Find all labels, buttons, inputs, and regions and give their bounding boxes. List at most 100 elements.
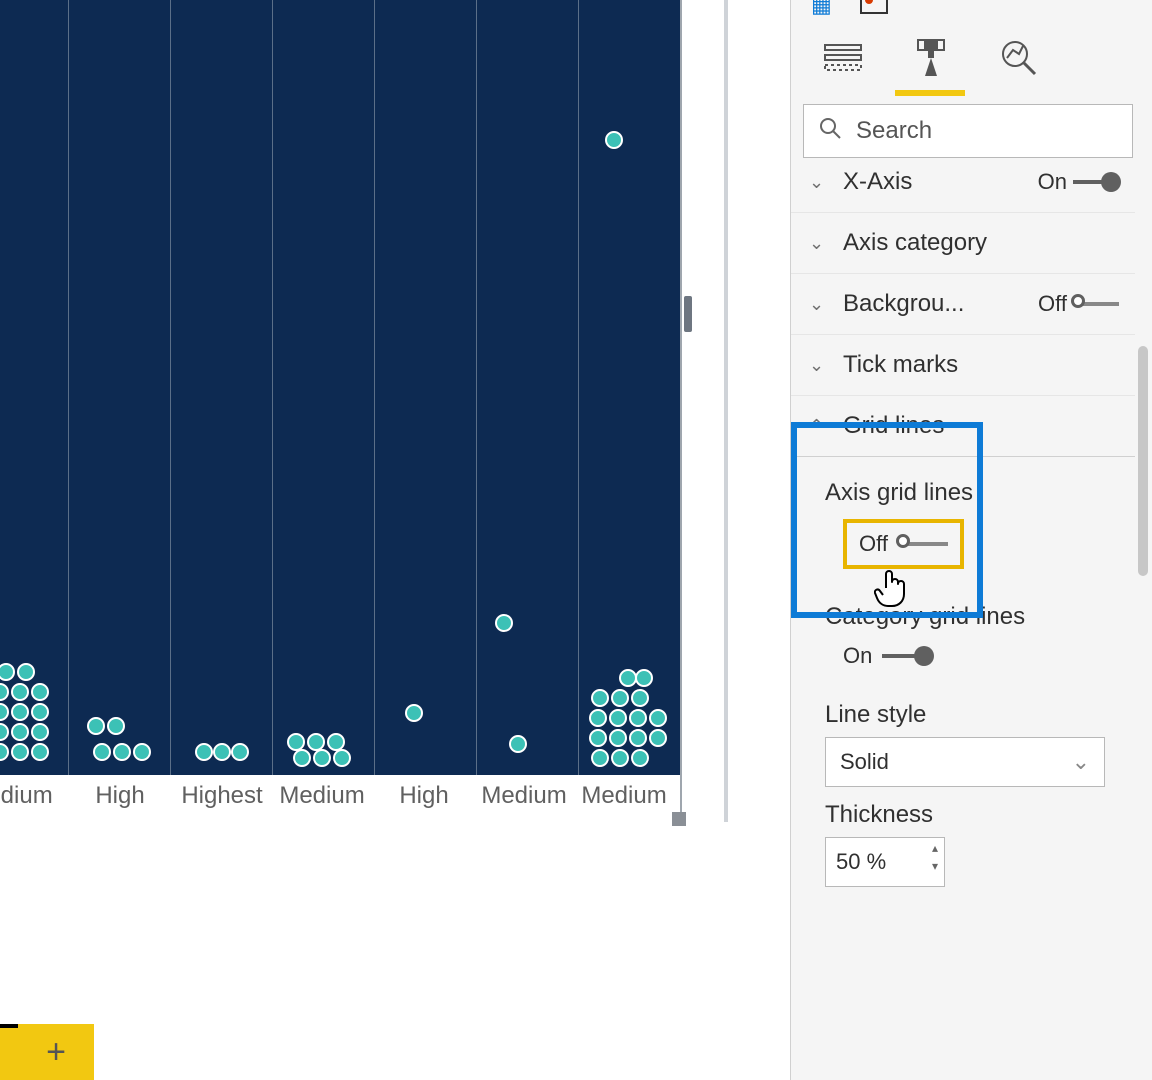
active-page-tab-edge[interactable] bbox=[0, 1024, 18, 1080]
x-axis-category-label: Medium bbox=[581, 782, 666, 810]
data-point[interactable] bbox=[631, 689, 649, 707]
data-point[interactable] bbox=[591, 689, 609, 707]
visual-pane-tabs bbox=[821, 36, 1041, 80]
data-point[interactable] bbox=[133, 743, 151, 761]
data-point[interactable] bbox=[629, 709, 647, 727]
data-point[interactable] bbox=[107, 717, 125, 735]
data-point[interactable] bbox=[629, 729, 647, 747]
section-label: X-Axis bbox=[843, 168, 1038, 196]
data-point[interactable] bbox=[0, 703, 9, 721]
visual-corner-handle[interactable] bbox=[672, 812, 686, 826]
data-point[interactable] bbox=[11, 723, 29, 741]
category-gridline bbox=[272, 0, 273, 775]
data-point[interactable] bbox=[405, 704, 423, 722]
section-x-axis[interactable]: ⌄ X-Axis On bbox=[791, 162, 1135, 213]
x-axis-category-label: Medium bbox=[481, 782, 566, 810]
section-tick-marks[interactable]: ⌄ Tick marks bbox=[791, 335, 1135, 396]
data-point[interactable] bbox=[17, 663, 35, 681]
spinner-down-icon[interactable]: ▾ bbox=[932, 860, 938, 872]
axis-gridlines-label: Axis grid lines bbox=[825, 467, 1117, 515]
chevron-up-icon: ⌃ bbox=[809, 416, 833, 437]
pointer-cursor-icon bbox=[874, 568, 908, 608]
axis-gridlines-toggle[interactable]: Off bbox=[859, 531, 948, 557]
thickness-spinner[interactable]: 50 % ▴ ▾ bbox=[825, 837, 945, 887]
background-toggle[interactable]: Off bbox=[1038, 291, 1119, 317]
data-point[interactable] bbox=[635, 669, 653, 687]
category-gridline bbox=[578, 0, 579, 775]
bookmark-icon[interactable] bbox=[860, 0, 888, 20]
data-point[interactable] bbox=[11, 683, 29, 701]
chart-visual[interactable]: ediumHighHighestMediumHighMediumMedium bbox=[0, 0, 730, 820]
data-point[interactable] bbox=[11, 743, 29, 761]
data-point[interactable] bbox=[213, 743, 231, 761]
toggle-state-text: Off bbox=[1038, 291, 1067, 317]
x-axis-category-label: High bbox=[95, 782, 144, 810]
data-point[interactable] bbox=[0, 743, 9, 761]
section-label: Backgrou... bbox=[843, 290, 1038, 318]
spinner-up-icon[interactable]: ▴ bbox=[932, 842, 938, 854]
section-background[interactable]: ⌄ Backgrou... Off bbox=[791, 274, 1135, 335]
data-point[interactable] bbox=[631, 749, 649, 767]
spinner-arrows[interactable]: ▴ ▾ bbox=[932, 842, 938, 872]
data-point[interactable] bbox=[31, 723, 49, 741]
format-search-input[interactable]: Search bbox=[803, 104, 1133, 158]
chevron-down-icon: ⌄ bbox=[809, 355, 833, 376]
format-pane: ▦ bbox=[790, 0, 1152, 1080]
data-point[interactable] bbox=[0, 683, 9, 701]
data-point[interactable] bbox=[293, 749, 311, 767]
data-point[interactable] bbox=[31, 743, 49, 761]
active-tab-underline bbox=[895, 90, 965, 96]
chevron-down-icon: ⌄ bbox=[809, 172, 833, 193]
canvas-right-edge bbox=[724, 0, 728, 822]
data-point[interactable] bbox=[649, 729, 667, 747]
data-point[interactable] bbox=[11, 703, 29, 721]
chevron-down-icon: ⌄ bbox=[1072, 749, 1090, 775]
pane-scrollbar[interactable] bbox=[1138, 346, 1148, 576]
data-point[interactable] bbox=[609, 709, 627, 727]
show-panes-grid-icon[interactable]: ▦ bbox=[811, 0, 832, 20]
data-point[interactable] bbox=[313, 749, 331, 767]
data-point[interactable] bbox=[195, 743, 213, 761]
visual-right-border bbox=[680, 0, 682, 820]
data-point[interactable] bbox=[591, 749, 609, 767]
data-point[interactable] bbox=[609, 729, 627, 747]
data-point[interactable] bbox=[509, 735, 527, 753]
data-point[interactable] bbox=[589, 729, 607, 747]
toggle-state-text: On bbox=[1038, 169, 1067, 195]
visual-resize-handle[interactable] bbox=[684, 296, 692, 332]
data-point[interactable] bbox=[333, 749, 351, 767]
section-label: Tick marks bbox=[843, 351, 1119, 379]
category-gridline bbox=[374, 0, 375, 775]
data-point[interactable] bbox=[0, 723, 9, 741]
category-gridlines-toggle[interactable]: On bbox=[843, 643, 932, 669]
x-axis-toggle[interactable]: On bbox=[1038, 169, 1119, 195]
data-point[interactable] bbox=[611, 689, 629, 707]
analytics-tab-icon[interactable] bbox=[997, 36, 1041, 80]
data-point[interactable] bbox=[31, 683, 49, 701]
data-point[interactable] bbox=[113, 743, 131, 761]
section-grid-lines[interactable]: ⌃ Grid lines bbox=[791, 396, 1135, 457]
format-tab-icon[interactable] bbox=[909, 36, 953, 80]
data-point[interactable] bbox=[589, 709, 607, 727]
x-axis-category-label: Medium bbox=[279, 782, 364, 810]
section-axis-category[interactable]: ⌄ Axis category bbox=[791, 213, 1135, 274]
line-style-select[interactable]: Solid ⌄ bbox=[825, 737, 1105, 787]
chevron-down-icon: ⌄ bbox=[809, 233, 833, 254]
data-point[interactable] bbox=[495, 614, 513, 632]
data-point[interactable] bbox=[93, 743, 111, 761]
add-page-tab[interactable]: + bbox=[18, 1024, 94, 1080]
page-tab-bar: + bbox=[0, 968, 790, 1080]
thickness-value: 50 % bbox=[836, 849, 886, 875]
report-canvas: ediumHighHighestMediumHighMediumMedium + bbox=[0, 0, 790, 1080]
x-axis-category-label: Highest bbox=[181, 782, 262, 810]
data-point[interactable] bbox=[231, 743, 249, 761]
data-point[interactable] bbox=[87, 717, 105, 735]
fields-tab-icon[interactable] bbox=[821, 36, 865, 80]
data-point[interactable] bbox=[611, 749, 629, 767]
plus-icon: + bbox=[46, 1033, 66, 1072]
data-point[interactable] bbox=[31, 703, 49, 721]
data-point[interactable] bbox=[649, 709, 667, 727]
data-point[interactable] bbox=[605, 131, 623, 149]
chevron-down-icon: ⌄ bbox=[809, 294, 833, 315]
data-point[interactable] bbox=[0, 663, 15, 681]
